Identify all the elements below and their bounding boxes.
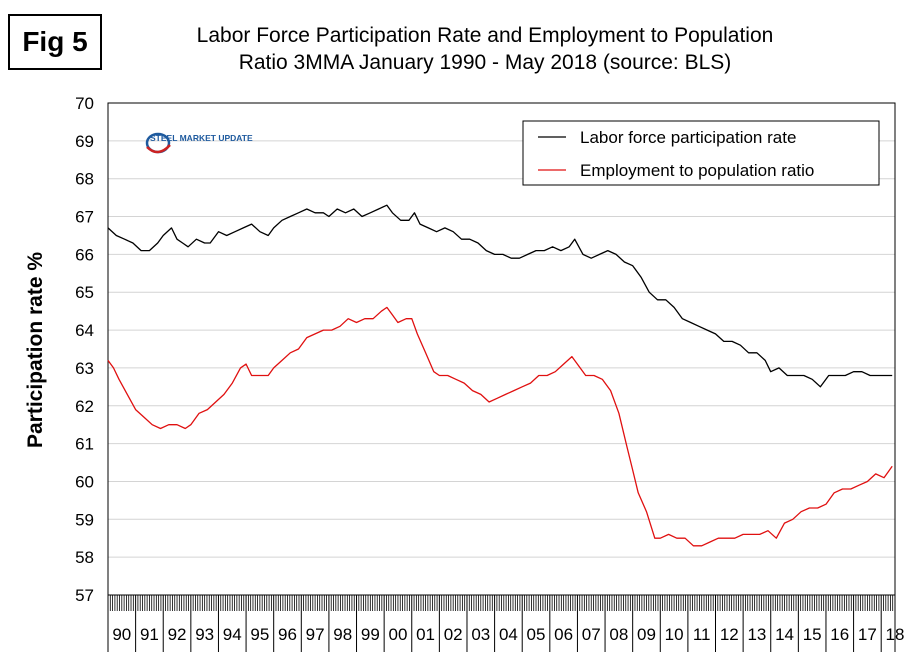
x-tick-label: 11 — [693, 625, 711, 644]
x-tick-label: 91 — [140, 625, 159, 644]
series-lines — [107, 204, 893, 547]
x-tick-label: 17 — [858, 625, 877, 644]
y-axis-label: Participation rate % — [24, 252, 47, 448]
y-tick-label: 65 — [75, 283, 94, 302]
x-tick-label: 07 — [582, 625, 601, 644]
y-tick-label: 69 — [75, 132, 94, 151]
x-tick-label: 06 — [554, 625, 573, 644]
y-tick-label: 58 — [75, 548, 94, 567]
y-tick-label: 70 — [75, 94, 94, 113]
x-tick-label: 94 — [223, 625, 242, 644]
y-tick-labels: 57 58 59 60 61 62 63 64 65 66 67 68 69 70 — [75, 94, 94, 605]
y-tick-label: 63 — [75, 359, 94, 378]
logo-text: STEEL MARKET UPDATE — [150, 133, 253, 143]
chart-subtitle: Ratio 3MMA January 1990 - May 2018 (sour… — [238, 51, 732, 74]
x-tick-label: 14 — [775, 625, 794, 644]
x-tick-label: 97 — [306, 625, 325, 644]
y-tick-label: 62 — [75, 397, 94, 416]
x-tick-label: 90 — [112, 625, 131, 644]
x-tick-labels: 90 91 92 93 94 95 96 97 98 99 00 01 02 03 04 05 06 07 08 09… — [112, 625, 904, 644]
legend-box — [522, 120, 880, 186]
figure-label: Fig 5 — [8, 14, 102, 70]
x-tick-label: 09 — [637, 625, 656, 644]
gridlines — [108, 140, 895, 558]
x-minor-ticks — [107, 595, 896, 652]
x-tick-label: 15 — [803, 625, 822, 644]
legend: Labor force participation rate Employmen… — [522, 120, 880, 186]
x-tick-label: 10 — [665, 625, 684, 644]
x-tick-label: 05 — [527, 625, 546, 644]
y-tick-label: 61 — [75, 435, 94, 454]
chart-title-block: Labor Force Participation Rate and Emplo… — [120, 22, 850, 76]
y-tick-label: 64 — [75, 321, 94, 340]
legend-label-epop: Employment to population ratio — [580, 161, 814, 180]
x-tick-label: 98 — [333, 625, 352, 644]
x-tick-label: 16 — [830, 625, 849, 644]
x-tick-label: 04 — [499, 625, 518, 644]
series-line-employment-to-population — [107, 306, 893, 547]
x-tick-label: 00 — [388, 625, 407, 644]
x-tick-label: 03 — [471, 625, 490, 644]
y-tick-label: 67 — [75, 208, 94, 227]
x-tick-label: 12 — [720, 625, 739, 644]
x-tick-label: 95 — [250, 625, 269, 644]
x-tick-label: 01 — [416, 625, 435, 644]
x-tick-label: 93 — [195, 625, 214, 644]
logo-swirl-icon — [145, 132, 171, 154]
y-tick-label: 66 — [75, 245, 94, 264]
y-tick-label: 60 — [75, 472, 94, 491]
steel-market-update-logo: STEEL MARKET UPDATE — [145, 132, 253, 154]
y-tick-label: 68 — [75, 170, 94, 189]
y-tick-label: 59 — [75, 510, 94, 529]
y-tick-label: 57 — [75, 586, 94, 605]
x-tick-label: 02 — [444, 625, 463, 644]
series-line-labor-force-participation — [107, 204, 893, 388]
x-tick-label: 13 — [747, 625, 766, 644]
x-tick-label: 08 — [609, 625, 628, 644]
x-tick-label: 99 — [361, 625, 380, 644]
chart-title: Labor Force Participation Rate and Emplo… — [196, 24, 774, 47]
x-tick-label: 92 — [168, 625, 187, 644]
x-tick-label: 96 — [278, 625, 297, 644]
legend-label-lfpr: Labor force participation rate — [580, 128, 796, 147]
